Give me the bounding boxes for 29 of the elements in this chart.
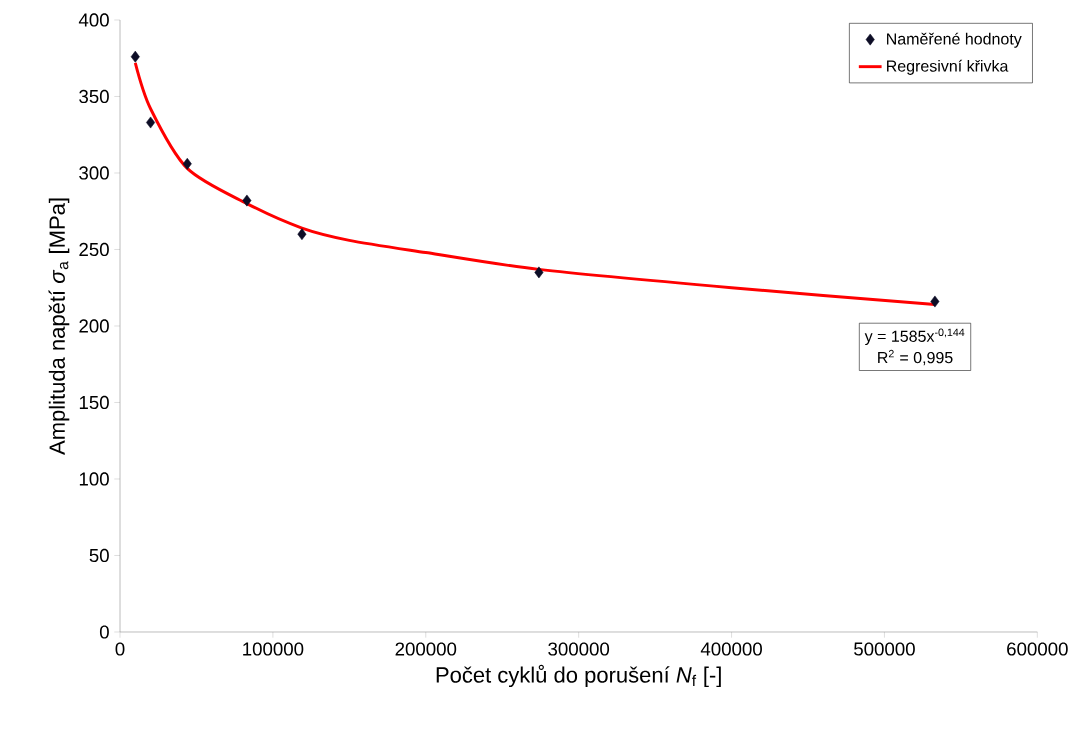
- annotation: R$^{2}$ = 0,995: [878, 349, 953, 366]
- y-tick-label: 100: [79, 472, 109, 486]
- y-tick-label: 250: [79, 242, 109, 257]
- point: [130, 50, 140, 63]
- y-tick-label: 350: [79, 89, 109, 104]
- y-tick-label: 150: [79, 395, 109, 410]
- annotation: y = 1585x$^{-0,144}$: [864, 328, 965, 346]
- point: [146, 116, 156, 129]
- y-tick-label: 50: [89, 548, 109, 563]
- point: [534, 266, 544, 279]
- y-tick-label: 400: [78, 13, 109, 27]
- legend-label: Naměřené hodnoty: [887, 32, 1022, 48]
- point: [242, 194, 252, 207]
- x-tick-label: 0: [115, 642, 125, 656]
- legend-label: Regresivní křivka: [887, 59, 1009, 75]
- x-tick-label: 300000: [548, 642, 610, 656]
- y-tick-label: 0: [99, 625, 109, 639]
- point: [930, 295, 940, 308]
- x-tick-label: 500000: [854, 642, 915, 656]
- point: [297, 228, 307, 241]
- x-tick-label: 400000: [700, 642, 762, 656]
- y-tick-label: 300: [79, 166, 109, 180]
- x-tick-label: 100000: [243, 642, 304, 656]
- y-axis-title: Amplituda napětí σ$_{a}$ [MPa]: [48, 198, 70, 455]
- point: [182, 157, 192, 170]
- x-tick-label: 200000: [395, 642, 457, 656]
- x-axis-title: Počet cyklů do porušení N$_{f}$ [-]: [436, 664, 721, 688]
- y-tick-label: 200: [79, 319, 109, 333]
- x-tick-label: 600000: [1007, 642, 1068, 656]
